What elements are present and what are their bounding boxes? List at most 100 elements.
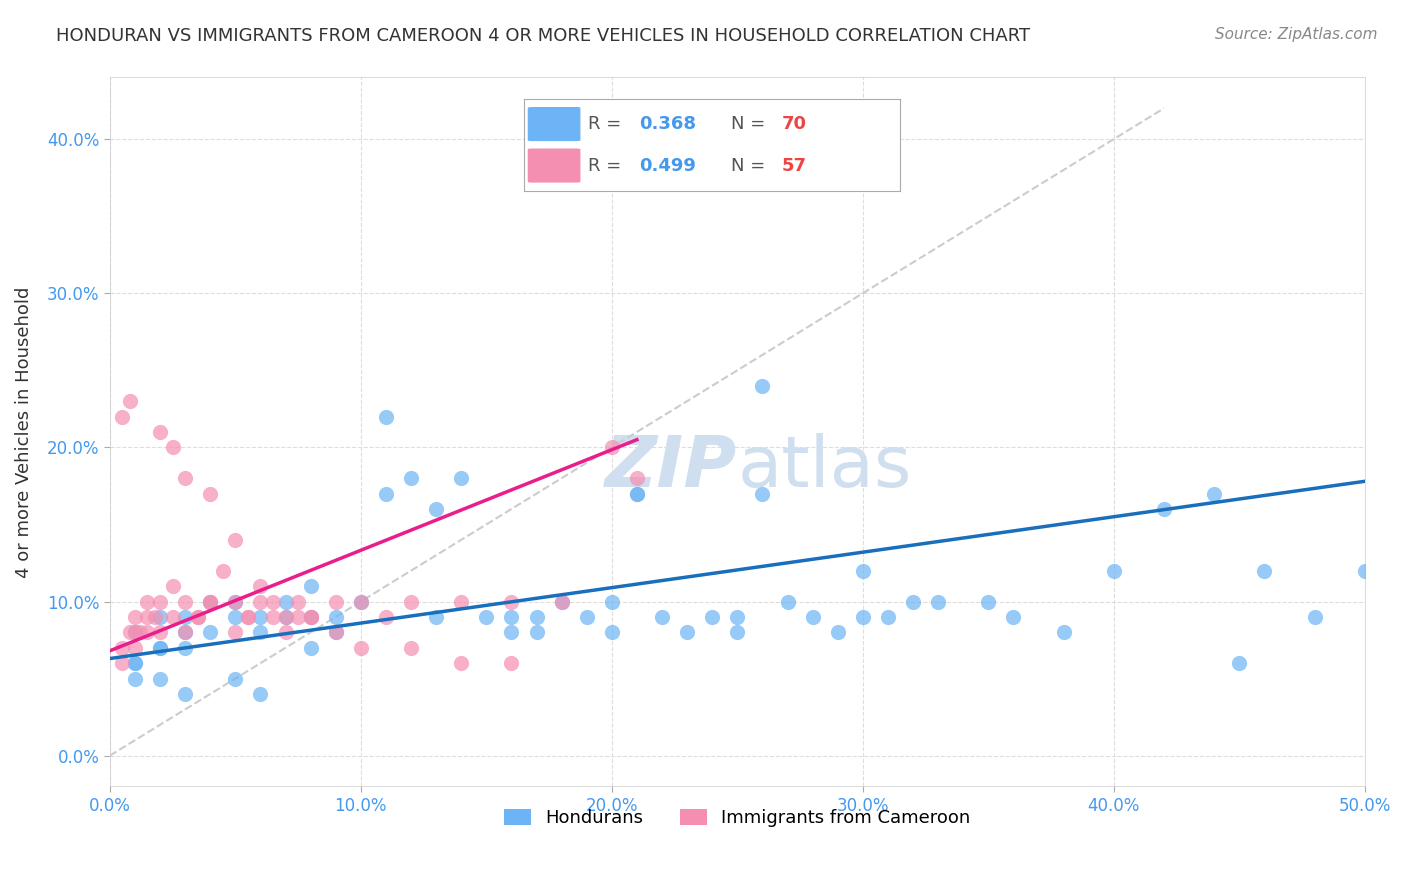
Text: Source: ZipAtlas.com: Source: ZipAtlas.com: [1215, 27, 1378, 42]
Point: [877, 610, 900, 624]
Point: [725, 610, 748, 624]
Point: [287, 594, 309, 608]
Point: [174, 471, 197, 485]
Point: [149, 425, 172, 439]
Point: [299, 610, 322, 624]
Point: [149, 672, 172, 686]
Point: [129, 625, 152, 640]
Point: [136, 625, 159, 640]
Point: [236, 610, 259, 624]
Point: [550, 594, 572, 608]
Point: [299, 579, 322, 593]
Point: [501, 610, 523, 624]
Point: [200, 486, 222, 500]
Point: [249, 610, 271, 624]
Point: [374, 610, 396, 624]
Point: [550, 594, 572, 608]
Point: [124, 656, 146, 670]
Y-axis label: 4 or more Vehicles in Household: 4 or more Vehicles in Household: [15, 286, 32, 578]
Point: [274, 610, 297, 624]
Point: [249, 625, 271, 640]
Point: [725, 625, 748, 640]
Point: [249, 579, 271, 593]
Point: [801, 610, 824, 624]
Point: [262, 594, 284, 608]
Point: [287, 610, 309, 624]
Point: [350, 640, 373, 655]
Point: [575, 610, 598, 624]
Point: [425, 502, 447, 516]
Point: [299, 610, 322, 624]
Point: [149, 640, 172, 655]
Point: [200, 625, 222, 640]
Point: [526, 610, 548, 624]
Point: [526, 625, 548, 640]
Point: [600, 594, 623, 608]
Point: [852, 610, 875, 624]
Point: [651, 610, 673, 624]
Point: [111, 640, 134, 655]
Point: [901, 594, 924, 608]
Point: [187, 610, 209, 624]
Point: [450, 656, 472, 670]
Point: [374, 486, 396, 500]
Point: [1253, 564, 1275, 578]
Point: [200, 594, 222, 608]
Point: [299, 640, 322, 655]
Point: [600, 441, 623, 455]
Point: [299, 610, 322, 624]
Point: [626, 471, 648, 485]
Point: [162, 579, 184, 593]
Point: [124, 625, 146, 640]
Point: [174, 640, 197, 655]
Point: [224, 533, 246, 547]
Point: [1354, 564, 1376, 578]
Point: [626, 486, 648, 500]
Point: [1002, 610, 1025, 624]
Point: [224, 594, 246, 608]
Point: [111, 409, 134, 424]
Point: [501, 656, 523, 670]
Point: [224, 625, 246, 640]
Point: [274, 610, 297, 624]
Legend: Hondurans, Immigrants from Cameroon: Hondurans, Immigrants from Cameroon: [496, 802, 977, 834]
Point: [325, 625, 347, 640]
Point: [124, 640, 146, 655]
Point: [1303, 610, 1326, 624]
Point: [111, 656, 134, 670]
Point: [124, 610, 146, 624]
Point: [162, 610, 184, 624]
Point: [626, 486, 648, 500]
Point: [325, 594, 347, 608]
Point: [1052, 625, 1074, 640]
Point: [325, 610, 347, 624]
Point: [399, 640, 422, 655]
Point: [600, 625, 623, 640]
Point: [852, 564, 875, 578]
Point: [249, 594, 271, 608]
Point: [236, 610, 259, 624]
Point: [425, 610, 447, 624]
Point: [118, 625, 141, 640]
Point: [374, 409, 396, 424]
Point: [211, 564, 233, 578]
Point: [162, 441, 184, 455]
Point: [501, 625, 523, 640]
Point: [702, 610, 724, 624]
Point: [776, 594, 799, 608]
Point: [124, 625, 146, 640]
Point: [224, 672, 246, 686]
Point: [174, 594, 197, 608]
Point: [325, 625, 347, 640]
Point: [274, 625, 297, 640]
Point: [149, 610, 172, 624]
Point: [827, 625, 849, 640]
Point: [751, 486, 773, 500]
Point: [1153, 502, 1175, 516]
Point: [450, 471, 472, 485]
Point: [200, 594, 222, 608]
Point: [1227, 656, 1250, 670]
Point: [274, 594, 297, 608]
Point: [751, 378, 773, 392]
Point: [174, 625, 197, 640]
